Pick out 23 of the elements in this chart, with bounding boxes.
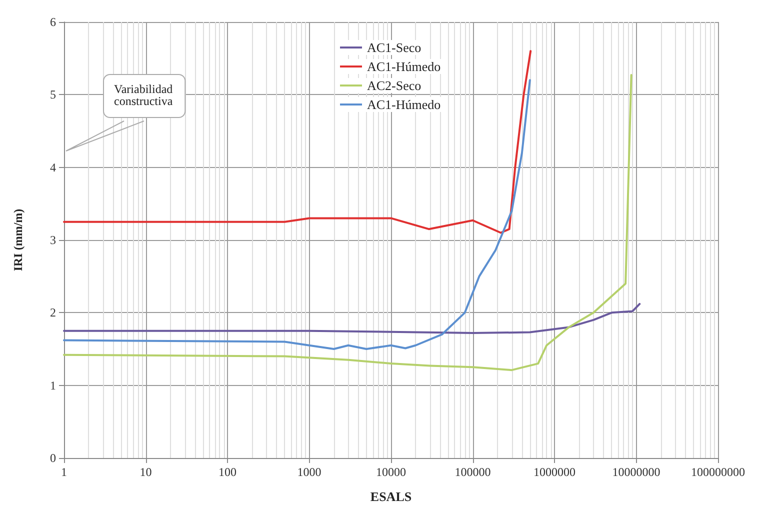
- y-tick-label: 6: [50, 15, 56, 29]
- y-tick-label: 1: [50, 378, 56, 392]
- y-tick-label: 5: [50, 88, 56, 102]
- annotation: Variabilidad constructiva: [114, 82, 174, 108]
- x-tick-label: 100000: [454, 465, 491, 479]
- legend-label: AC1-Húmedo: [367, 59, 441, 74]
- y-tick-label: 2: [50, 306, 56, 320]
- y-axis-title: IRI (mm/m): [11, 208, 25, 272]
- y-tick-label: 4: [50, 160, 56, 174]
- legend-label: AC1-Húmedo: [367, 97, 441, 112]
- x-tick-label: 1000: [297, 465, 322, 479]
- x-tick-label: 100: [218, 465, 236, 479]
- x-tick-label: 1: [61, 465, 67, 479]
- legend-label: AC1-Seco: [367, 40, 422, 55]
- x-tick-label: 100000000: [691, 465, 745, 479]
- y-tick-label: 0: [50, 451, 56, 465]
- x-tick-label: 10000: [376, 465, 406, 479]
- x-tick-label: 10000000: [612, 465, 660, 479]
- x-axis-title: ESALS: [370, 489, 412, 504]
- x-tick-label: 1000000: [534, 465, 576, 479]
- legend-label: AC2-Seco: [367, 78, 422, 93]
- y-tick-label: 3: [50, 233, 56, 247]
- x-tick-label: 10: [140, 465, 152, 479]
